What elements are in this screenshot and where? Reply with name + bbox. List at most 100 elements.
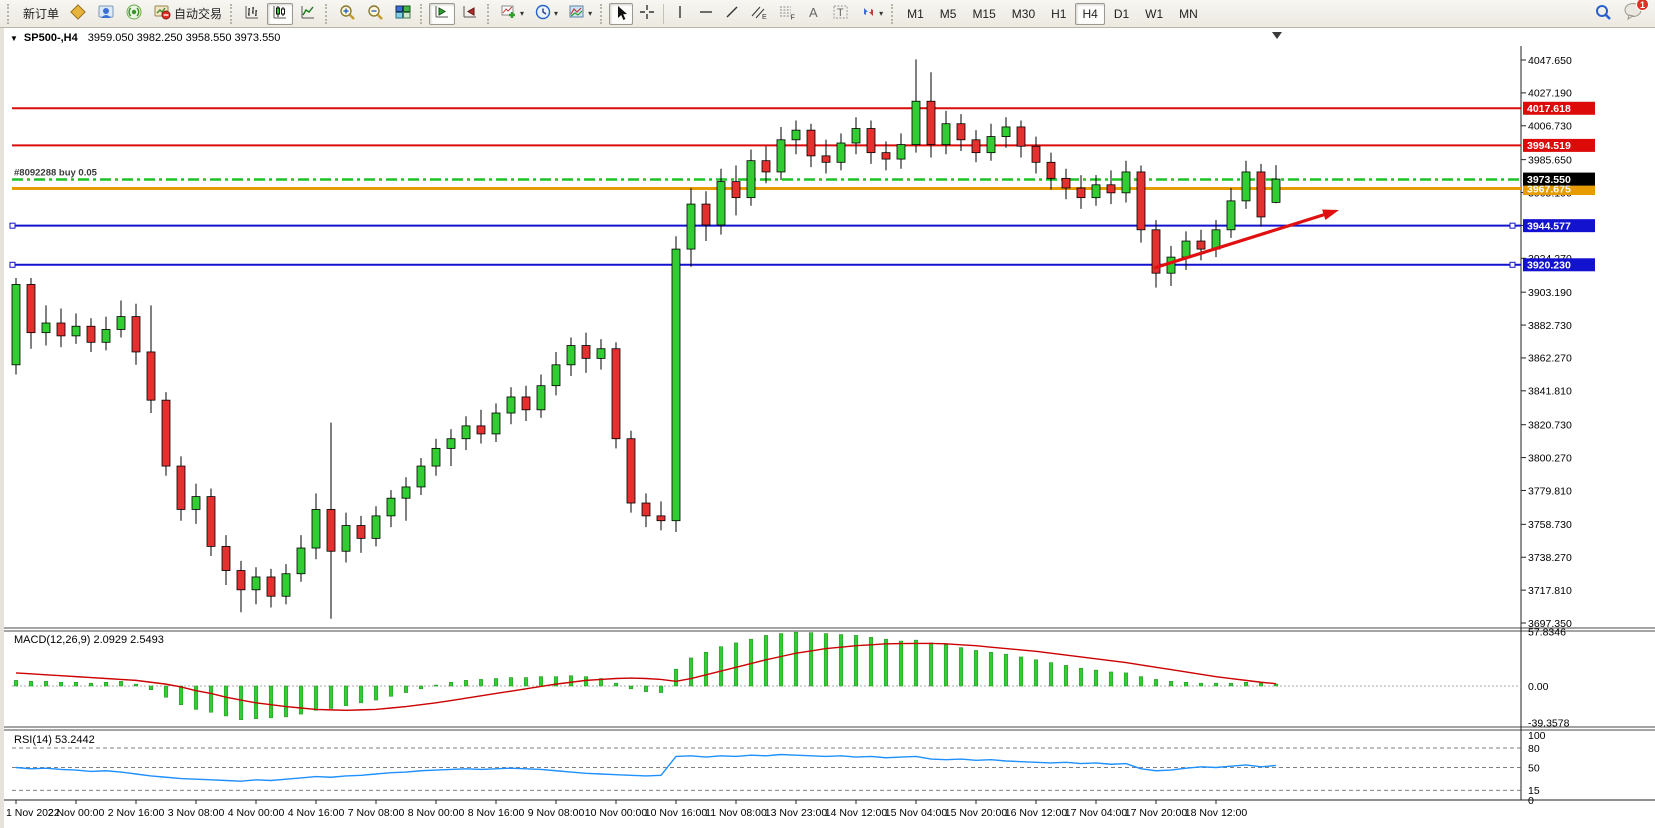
bear-candle [86,325,96,343]
navigator-button[interactable] [93,3,119,25]
auto-scroll-button[interactable] [429,2,456,25]
signal-button[interactable] [121,3,147,25]
bear-candle [326,509,336,552]
bar-chart-button[interactable] [239,3,265,25]
line-handle[interactable] [9,222,16,229]
trend-arrow-head[interactable] [1322,209,1339,221]
macd-bar [1258,682,1264,687]
time-label: 15 Nov 20:00 [945,807,1008,819]
channel-button[interactable]: E [746,3,772,25]
toolbar-grip[interactable] [600,3,605,24]
line-handle[interactable] [1509,222,1516,229]
new-order-label: 新订单 [23,7,60,21]
toolbar-grip[interactable] [7,3,12,24]
chart-shift-marker[interactable] [1272,32,1282,39]
timeframe-group: M1 M5 M15 M30 H1 H4 D1 W1 MN [899,2,1206,25]
timeframe-M5[interactable]: M5 [939,6,957,21]
signal-icon [125,3,143,24]
bear-candle [1016,126,1026,147]
macd-bar [388,685,394,697]
text-button[interactable]: A [802,3,826,25]
macd-bar [328,685,334,709]
macd-bar [943,644,949,687]
trendline-button[interactable] [720,3,744,25]
timeframe-W1[interactable]: W1 [1145,6,1164,21]
toolbar-grip[interactable] [891,3,896,24]
bull-candle [1001,126,1011,137]
tile-windows-button[interactable] [390,3,416,25]
line-handle[interactable] [1509,261,1516,268]
trendline-icon [724,4,740,23]
autotrading-button[interactable]: 自动交易 [149,3,226,25]
svg-text:F: F [791,14,795,21]
search-button[interactable] [1590,3,1616,25]
chart-canvas[interactable]: 4047.6504027.1904006.7303985.6503965.190… [4,46,1655,828]
bull-candle [896,144,906,160]
toolbar-grip[interactable] [420,3,425,24]
candles [11,59,1281,619]
bull-candle [1226,200,1236,231]
timeframe-M15[interactable]: M15 [972,6,996,21]
toolbar-grip[interactable] [325,3,330,24]
macd-bar [493,678,499,687]
bull-candle [566,345,576,366]
macd-bar [793,631,799,687]
timeframe-M30[interactable]: M30 [1011,6,1036,21]
timeframe-H4[interactable]: H4 [1075,2,1105,25]
bear-candle [1046,161,1056,179]
indicators-button[interactable]: ▾ [496,3,528,25]
timeframe-MN[interactable]: MN [1179,6,1198,21]
timeframe-D1[interactable]: D1 [1113,6,1130,21]
bear-candle [656,515,666,522]
crosshair-icon [639,4,655,23]
toolbar-grip[interactable] [487,3,492,24]
chart-shift-button[interactable] [457,3,483,25]
candlestick-chart-button[interactable] [267,2,294,25]
time-label: 7 Nov 08:00 [348,807,405,819]
macd-bar [1198,682,1204,687]
bull-candle [986,136,996,154]
macd-bar [193,685,199,710]
autotrading-icon [153,3,171,24]
macd-bar [958,647,964,687]
zoom-in-button[interactable] [334,3,360,25]
macd-bar [1273,683,1279,687]
trade-label: #8092288 buy 0.05 [14,167,98,178]
crosshair-button[interactable] [635,3,659,25]
fibonacci-button[interactable]: F [774,3,800,25]
chat-button[interactable]: 1 [1623,0,1649,25]
text-label-button[interactable]: T [828,3,854,25]
cursor-button[interactable] [609,2,634,25]
line-handle[interactable] [9,261,16,268]
time-label: 4 Nov 16:00 [288,807,345,819]
macd-bar [718,646,724,687]
timeframe-M1[interactable]: M1 [907,6,924,21]
bull-candle [11,284,21,366]
bull-candle [191,496,201,510]
line-chart-button[interactable] [295,3,321,25]
macd-bar [1183,682,1189,687]
vertical-line-button[interactable] [668,3,692,25]
bull-candle [71,325,81,337]
zoom-out-button[interactable] [362,3,388,25]
price-tick-label: 3779.810 [1528,485,1572,497]
bear-candle [26,284,36,334]
bull-candle [1091,184,1101,199]
horizontal-line-button[interactable] [694,3,718,25]
price-tick-label: 3903.190 [1528,287,1572,299]
toolbar-grip[interactable] [230,3,235,24]
macd-bar [613,682,619,687]
arrows-button[interactable]: ▾ [856,3,887,25]
macd-bar [58,682,64,687]
macd-bar [583,676,589,687]
level-price-badge-bg [1523,219,1595,233]
new-order-button[interactable]: 新订单 [16,3,63,25]
symbols-button[interactable] [65,3,91,25]
timeframe-H1[interactable]: H1 [1051,6,1067,21]
window-menu-icon[interactable]: ▼ [10,33,18,43]
templates-button[interactable]: ▾ [564,3,596,25]
periods-button[interactable]: ▾ [530,3,562,25]
macd-bar [1243,682,1249,687]
macd-bar [13,680,19,687]
trend-arrow-line[interactable] [1153,211,1330,270]
